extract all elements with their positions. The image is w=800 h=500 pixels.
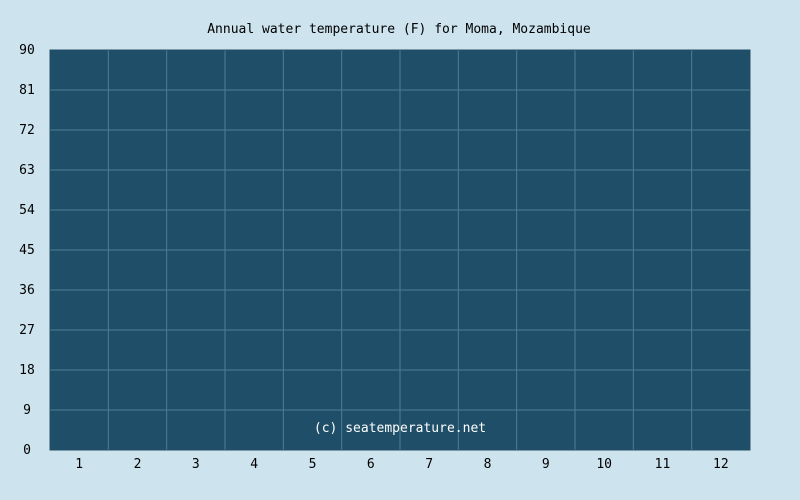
- x-tick-label: 9: [542, 457, 550, 472]
- x-axis-ticks: 1 2 3 4 5 6 7 8 9 10 11 12: [75, 457, 728, 472]
- y-axis-ticks: 0 9 18 27 36 45 54 63 72 81 90: [19, 43, 35, 458]
- y-tick-label: 0: [23, 443, 31, 458]
- x-tick-label: 1: [75, 457, 83, 472]
- y-tick-label: 9: [23, 403, 31, 418]
- x-tick-label: 12: [713, 457, 729, 472]
- plot-border: [49, 49, 751, 451]
- y-tick-label: 72: [19, 123, 35, 138]
- x-tick-label: 4: [250, 457, 258, 472]
- y-tick-label: 90: [19, 43, 35, 58]
- y-tick-label: 18: [19, 363, 35, 378]
- y-tick-label: 63: [19, 163, 35, 178]
- y-tick-label: 36: [19, 283, 35, 298]
- x-tick-label: 10: [596, 457, 612, 472]
- y-tick-label: 54: [19, 203, 35, 218]
- x-tick-label: 2: [134, 457, 142, 472]
- y-tick-label: 81: [19, 83, 35, 98]
- x-tick-label: 3: [192, 457, 200, 472]
- x-tick-label: 5: [309, 457, 317, 472]
- x-tick-label: 7: [425, 457, 433, 472]
- y-tick-label: 27: [19, 323, 35, 338]
- chart-title: Annual water temperature (F) for Moma, M…: [207, 22, 591, 37]
- x-tick-label: 8: [484, 457, 492, 472]
- y-tick-label: 45: [19, 243, 35, 258]
- grid-layer: [50, 50, 750, 450]
- watermark-text: (c) seatemperature.net: [314, 421, 486, 436]
- x-tick-label: 6: [367, 457, 375, 472]
- x-tick-label: 11: [655, 457, 671, 472]
